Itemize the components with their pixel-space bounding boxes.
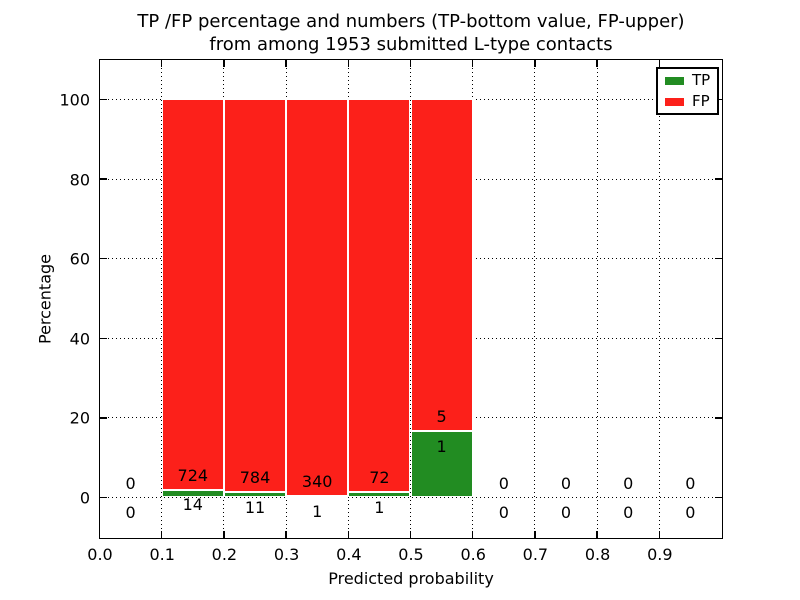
- y-tick-mark-right: [714, 337, 722, 340]
- y-tick-label: 60: [69, 249, 90, 269]
- gridline-vertical: [472, 59, 474, 538]
- chart-title: TP /FP percentage and numbers (TP-bottom…: [100, 10, 722, 56]
- x-tick-label: 0.6: [460, 545, 486, 564]
- x-tick-mark-top: [596, 59, 598, 67]
- bar-tp-segment: [348, 492, 411, 498]
- bar-fp-segment: [348, 99, 411, 493]
- y-tick-mark: [99, 98, 107, 101]
- bar-fp-segment: [161, 99, 224, 490]
- tp-count-label: 0: [623, 503, 634, 523]
- tp-count-label: 0: [560, 503, 572, 523]
- fp-count-label: 784: [239, 468, 271, 488]
- x-tick-mark-top: [160, 59, 163, 67]
- y-tick-mark-right: [714, 178, 722, 180]
- x-tick-mark-top: [285, 59, 287, 67]
- bar-tp-segment: [410, 431, 473, 498]
- y-tick-label: 20: [69, 408, 90, 428]
- fp-count-label: 0: [685, 473, 696, 493]
- legend: TP FP: [656, 67, 720, 115]
- tp-count-label: 0: [125, 503, 136, 523]
- y-tick-label: 100: [59, 90, 90, 110]
- tp-count-label: 14: [182, 495, 203, 515]
- x-axis-label: Predicted probability: [328, 569, 494, 588]
- y-tick-mark: [99, 417, 107, 419]
- legend-label: FP: [692, 92, 710, 110]
- gridline-vertical: [658, 59, 660, 538]
- plot-area: 0 0 724 14 784 11 340 1 72 1 5 1 0 0 0 0 0 0 0 0: [98, 58, 723, 539]
- x-tick-mark: [285, 530, 287, 538]
- y-tick-mark-right: [714, 417, 722, 419]
- x-tick-mark: [347, 530, 350, 538]
- legend-swatch-tp: [665, 76, 684, 85]
- fp-count-label: 0: [125, 473, 136, 493]
- x-tick-mark: [160, 530, 163, 538]
- fp-count-label: 72: [369, 468, 390, 488]
- y-tick-label: 40: [69, 329, 90, 349]
- bar-tp-segment: [223, 492, 287, 498]
- y-tick-label: 80: [69, 170, 90, 190]
- x-tick-mark-top: [409, 59, 412, 67]
- x-tick-mark: [534, 530, 536, 538]
- fp-count-label: 340: [301, 472, 333, 492]
- legend-item: TP: [665, 73, 710, 88]
- y-tick-mark: [99, 337, 107, 340]
- tp-count-label: 1: [374, 497, 385, 517]
- x-tick-label: 0.7: [522, 545, 549, 564]
- legend-swatch-fp: [665, 97, 684, 106]
- tp-count-label: 1: [436, 436, 447, 456]
- fp-count-label: 0: [498, 473, 509, 493]
- x-tick-label: 0.2: [211, 545, 238, 564]
- x-tick-label: 0.5: [398, 545, 424, 564]
- x-tick-mark: [223, 530, 225, 538]
- x-tick-mark-top: [471, 59, 474, 67]
- tp-count-label: 1: [312, 501, 323, 521]
- bar-fp-segment: [410, 99, 473, 432]
- x-tick-mark-top: [223, 59, 225, 67]
- chart-title-line2: from among 1953 submitted L-type contact…: [209, 34, 613, 55]
- x-tick-mark-top: [347, 59, 350, 67]
- chart-title-line1: TP /FP percentage and numbers (TP-bottom…: [137, 11, 685, 32]
- x-tick-mark-top: [658, 59, 661, 67]
- fp-count-label: 0: [623, 473, 634, 493]
- x-tick-label: 0.8: [584, 545, 611, 564]
- y-tick-mark-right: [714, 257, 722, 260]
- fp-count-label: 0: [560, 473, 572, 493]
- x-tick-label: 0.0: [87, 545, 113, 564]
- tp-count-label: 0: [498, 503, 509, 523]
- x-tick-label: 0.4: [336, 545, 362, 564]
- bar-fp-segment: [286, 99, 349, 497]
- legend-item: FP: [665, 94, 710, 109]
- y-tick-mark: [99, 257, 107, 260]
- x-tick-mark: [98, 530, 101, 538]
- gridline-vertical: [534, 59, 536, 538]
- gridline-vertical: [596, 59, 598, 538]
- fp-count-label: 724: [177, 466, 209, 485]
- x-tick-mark-top: [534, 59, 536, 67]
- x-tick-mark: [596, 530, 598, 538]
- x-tick-label: 0.9: [647, 545, 673, 564]
- bar-tp-segment: [286, 496, 349, 499]
- x-tick-label: 0.3: [273, 545, 300, 564]
- y-tick-mark: [99, 496, 107, 499]
- fp-count-label: 5: [436, 407, 447, 427]
- x-tick-label: 0.1: [149, 545, 175, 564]
- x-tick-mark: [409, 530, 412, 538]
- bar-fp-segment: [223, 99, 287, 492]
- tp-count-label: 0: [685, 503, 696, 523]
- bar-tp-segment: [161, 489, 224, 498]
- y-tick-mark: [99, 178, 107, 180]
- x-tick-mark: [658, 530, 661, 538]
- x-tick-mark-top: [98, 59, 101, 67]
- y-tick-label: 0: [79, 488, 90, 508]
- x-tick-mark: [471, 530, 474, 538]
- legend-label: TP: [692, 71, 711, 89]
- tp-count-label: 11: [244, 497, 266, 517]
- y-tick-mark-right: [714, 496, 722, 499]
